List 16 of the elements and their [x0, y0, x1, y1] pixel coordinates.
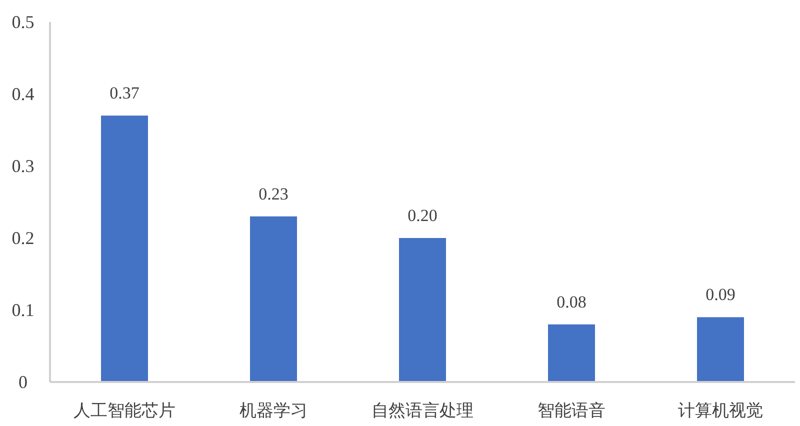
y-tick-label: 0	[18, 372, 28, 392]
x-tick-label: 自然语言处理	[372, 401, 474, 421]
y-tick-label: 0.1	[12, 300, 34, 320]
x-tick-label: 智能语音	[538, 401, 606, 421]
y-tick-label: 0.4	[12, 84, 34, 104]
data-label: 0.09	[706, 285, 736, 304]
data-label: 0.23	[258, 184, 288, 204]
data-label: 0.37	[110, 84, 140, 103]
x-tick-label: 机器学习	[240, 401, 308, 421]
x-tick-label: 计算机视觉	[678, 401, 763, 421]
y-tick-label: 0.5	[12, 12, 34, 32]
y-tick-label: 0.3	[12, 156, 34, 176]
data-label: 0.08	[556, 292, 586, 312]
x-tick-label: 人工智能芯片	[74, 401, 176, 421]
data-label: 0.20	[408, 206, 438, 225]
y-tick-label: 0.2	[12, 228, 34, 248]
